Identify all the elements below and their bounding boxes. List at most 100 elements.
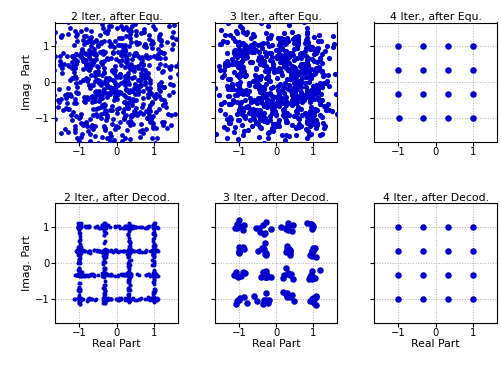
Point — [91, 133, 99, 139]
Point — [133, 65, 141, 71]
Point — [125, 225, 133, 231]
Point — [253, 79, 261, 85]
Point — [245, 95, 254, 101]
Point — [124, 291, 132, 297]
Point — [50, 67, 58, 73]
Point — [117, 23, 125, 29]
Point — [285, 246, 293, 252]
Point — [93, 223, 101, 229]
Point — [118, 49, 126, 55]
Point — [248, 111, 256, 117]
Point — [148, 262, 156, 268]
Point — [296, 93, 304, 99]
Point — [225, 101, 233, 107]
Point — [90, 273, 98, 279]
Point — [251, 66, 259, 72]
Point — [312, 254, 320, 260]
Point — [153, 18, 161, 24]
Point — [468, 67, 476, 73]
Point — [287, 228, 295, 234]
Point — [292, 125, 300, 131]
Point — [90, 58, 98, 64]
Point — [75, 298, 83, 304]
Point — [216, 107, 224, 113]
Point — [292, 82, 300, 88]
Point — [155, 86, 163, 92]
Point — [148, 149, 156, 155]
Point — [107, 296, 115, 302]
Point — [120, 81, 128, 87]
Point — [143, 115, 151, 121]
Point — [254, 112, 262, 118]
Point — [145, 248, 153, 254]
Point — [264, 73, 272, 79]
Point — [324, 107, 332, 113]
Point — [255, 86, 263, 92]
Point — [294, 41, 302, 47]
Point — [289, 36, 297, 42]
Point — [267, 99, 275, 105]
Point — [267, 226, 275, 232]
Point — [129, 112, 137, 118]
Point — [75, 284, 83, 290]
Point — [281, 64, 289, 70]
Point — [281, 41, 289, 47]
Point — [57, 61, 65, 67]
Point — [125, 35, 133, 41]
Point — [236, 296, 244, 302]
Point — [304, 90, 312, 96]
Point — [77, 295, 85, 301]
Point — [76, 301, 84, 307]
Point — [73, 38, 81, 44]
Point — [134, 248, 142, 254]
Point — [133, 248, 141, 254]
Point — [255, 134, 263, 140]
Point — [280, 84, 288, 90]
Point — [269, 94, 277, 100]
Point — [76, 260, 84, 266]
Point — [262, 249, 270, 255]
Point — [271, 47, 279, 53]
Point — [100, 298, 108, 304]
Point — [56, 53, 64, 58]
Point — [99, 25, 107, 31]
Point — [230, 53, 238, 58]
Point — [122, 112, 130, 118]
Point — [252, 118, 260, 124]
Point — [77, 221, 85, 227]
Point — [276, 69, 284, 75]
Point — [113, 92, 121, 98]
Point — [123, 291, 131, 297]
Point — [291, 76, 299, 82]
Point — [75, 285, 83, 291]
Point — [231, 302, 239, 307]
Point — [149, 241, 157, 247]
Point — [239, 54, 247, 60]
Point — [99, 296, 107, 302]
Point — [147, 117, 155, 123]
Point — [178, 70, 186, 76]
Point — [284, 54, 292, 60]
Point — [300, 94, 308, 100]
Point — [148, 272, 156, 278]
Point — [314, 96, 322, 102]
Point — [318, 68, 326, 74]
Point — [73, 135, 81, 141]
Point — [296, 63, 304, 69]
Point — [240, 114, 248, 120]
Point — [124, 231, 132, 237]
Point — [94, 64, 102, 70]
Point — [285, 250, 293, 256]
Point — [69, 109, 77, 115]
Point — [144, 87, 152, 93]
Point — [87, 72, 95, 78]
Point — [123, 296, 131, 302]
Point — [107, 296, 115, 302]
Point — [125, 235, 133, 241]
Point — [100, 293, 108, 299]
Point — [297, 50, 305, 56]
Point — [65, 92, 73, 98]
Point — [137, 73, 145, 79]
Point — [321, 107, 329, 113]
Point — [301, 45, 309, 51]
